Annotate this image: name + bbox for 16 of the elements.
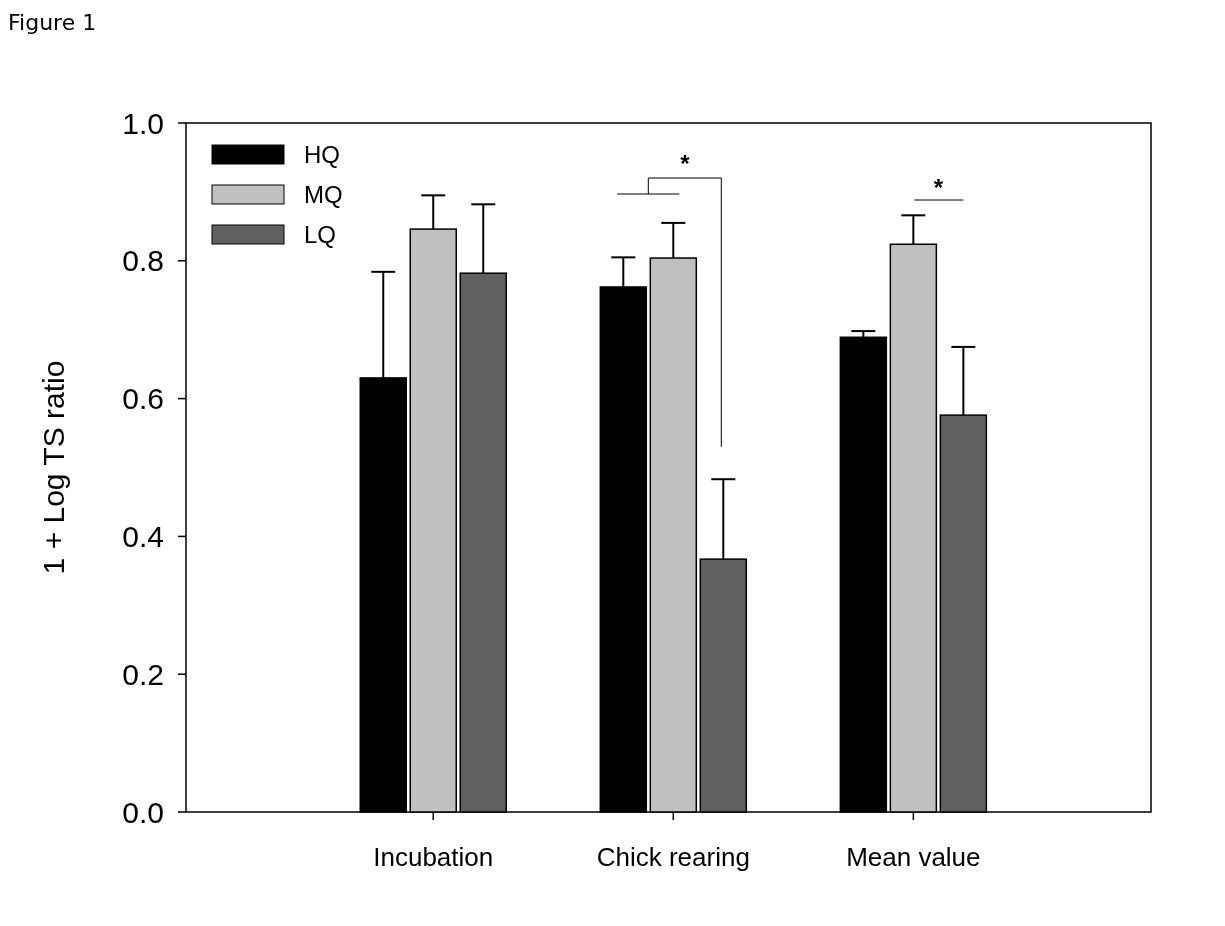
legend-label: LQ [304,221,337,249]
x-tick-label: Chick rearing [596,842,750,872]
y-tick-label: 0.0 [122,795,164,829]
y-tick-label: 0.8 [122,244,164,278]
legend-label: HQ [304,141,340,169]
x-tick-label: Incubation [373,842,494,872]
annotation: * [933,174,944,201]
chart-title: Figure 1 [8,10,97,35]
y-tick-label: 1.0 [122,106,164,140]
y-tick-label: 0.2 [122,657,164,691]
y-tick-label: 0.6 [122,382,164,416]
y-axis-title: 1 + Log TS ratio [37,360,70,575]
annotation: * [680,150,691,177]
legend-label: MQ [304,181,343,209]
y-tick-label: 0.4 [122,519,164,553]
x-tick-label: Mean value [846,842,981,872]
